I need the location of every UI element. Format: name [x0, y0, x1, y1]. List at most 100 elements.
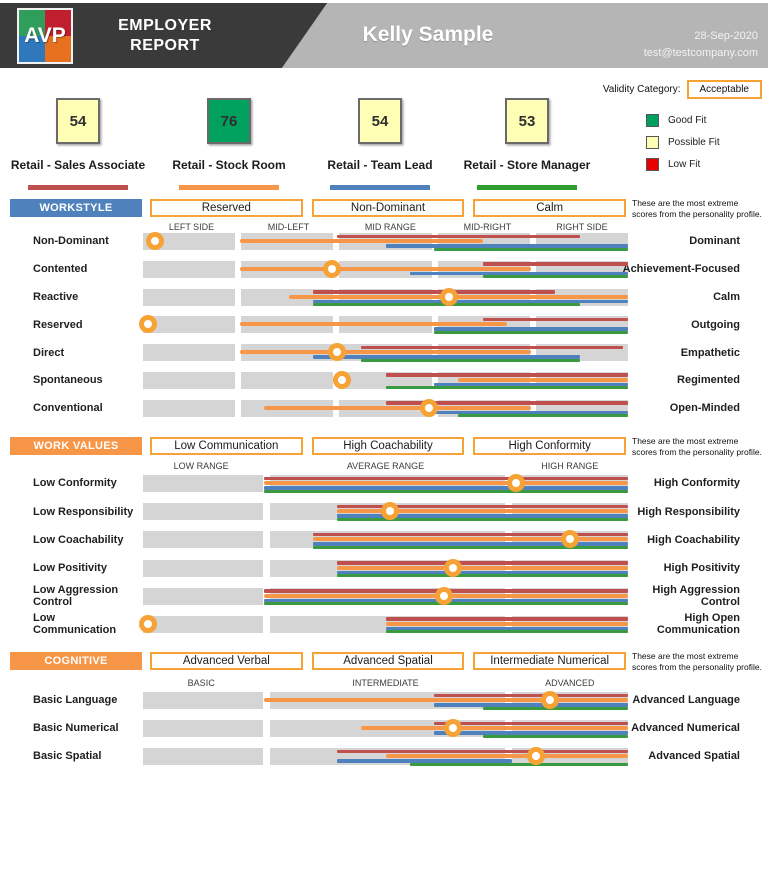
- profile-range-bar-green: [482, 706, 628, 710]
- avp-logo: AVP: [17, 8, 73, 64]
- candidate-score-marker: [381, 502, 400, 521]
- profile-range-bar-red: [482, 262, 628, 266]
- row-label-right: High Open Communication: [656, 612, 740, 637]
- profile-range-bar-blue: [337, 570, 628, 575]
- track-segment: [143, 371, 236, 389]
- extreme-score-chip: Calm: [473, 199, 627, 217]
- report-header: AVP EMPLOYER REPORT Kelly Sample 28-Sep-…: [0, 3, 768, 68]
- score-track: [138, 614, 628, 634]
- validity-category: Validity Category: Acceptable: [603, 80, 762, 99]
- score-track: [143, 232, 628, 251]
- profile-range-bar-orange: [240, 266, 531, 271]
- track-segment: [143, 475, 263, 492]
- profile-row: Contented Achievement-Focused: [0, 259, 768, 289]
- candidate-score-marker: [146, 232, 165, 250]
- job-fit-card: 76 Retail - Stock Room: [154, 98, 304, 190]
- profile-range-bar-blue: [312, 355, 580, 359]
- scale-label: MID-RIGHT: [463, 222, 512, 232]
- row-label-left: Basic Language: [33, 694, 118, 707]
- logo-quadrant-blue: [19, 36, 45, 62]
- profile-range-bar-red: [385, 617, 628, 621]
- candidate-score-marker: [420, 398, 439, 417]
- profile-range-bar-blue: [385, 244, 628, 248]
- profile-range-bar-green: [385, 386, 628, 390]
- row-label-left: Low Aggression Control: [33, 584, 119, 609]
- profile-row: Spontaneous Regimented: [0, 370, 768, 400]
- profile-range-bar-green: [361, 358, 580, 362]
- scale-label: LEFT SIDE: [168, 222, 215, 232]
- workstyle-panel: WORKSTYLE Reserved Non-Dominant Calm These a…: [0, 197, 768, 435]
- profile-range-bar-orange: [458, 377, 628, 382]
- scale-label: AVERAGE RANGE: [346, 461, 425, 471]
- candidate-name: Kelly Sample: [362, 23, 494, 46]
- job-title: Retail - Store Manager: [463, 158, 591, 173]
- profile-range-bar-orange: [240, 239, 483, 243]
- row-label-right: Outgoing: [691, 318, 740, 331]
- scale-labels: LEFT SIDE MID-LEFT MID RANGE MID-RIGHT RIGHT…: [143, 222, 628, 234]
- fit-score-box: 76: [207, 98, 251, 144]
- legend-item: Possible Fit: [646, 136, 720, 149]
- job-fit-card: 54 Retail - Sales Associate: [3, 98, 153, 190]
- scale-label: MID-LEFT: [267, 222, 310, 232]
- score-track: [143, 502, 628, 521]
- candidate-score-marker: [328, 343, 346, 362]
- profile-range-bar-red: [434, 721, 628, 725]
- row-label-left: Conventional: [33, 402, 103, 415]
- candidate-score-marker: [541, 691, 560, 709]
- job-color-underline: [477, 185, 577, 190]
- profile-range-bar-red: [337, 561, 628, 565]
- row-label-right: High Positivity: [663, 562, 740, 575]
- logo-quadrant-red: [45, 10, 71, 36]
- fit-legend: Good Fit Possible Fit Low Fit: [646, 114, 720, 180]
- row-label-left: Basic Spatial: [33, 750, 102, 763]
- cognitive-panel: COGNITIVE Advanced Verbal Advanced Spatial…: [0, 650, 768, 785]
- candidate-score-marker: [138, 614, 157, 633]
- scale-label: ADVANCED: [545, 678, 595, 688]
- row-label-right: Empathetic: [680, 346, 740, 359]
- profile-range-bar-red: [337, 234, 580, 238]
- report-date: 28-Sep-2020: [694, 30, 758, 42]
- track-segment: [143, 316, 236, 334]
- profile-range-bar-red: [482, 317, 628, 322]
- row-label-right: Achievement-Focused: [622, 263, 740, 276]
- profile-range-bar-green: [385, 630, 628, 634]
- scale-label: LOW RANGE: [173, 461, 229, 471]
- profile-range-bar-red: [312, 532, 628, 537]
- profile-range-bar-red: [337, 749, 628, 753]
- profile-range-bar-green: [434, 247, 628, 251]
- track-segment: [143, 344, 236, 362]
- row-label-right: High Coachability: [647, 533, 740, 546]
- profile-range-bar-blue: [434, 327, 628, 331]
- scale-label: INTERMEDIATE: [352, 678, 419, 688]
- row-label-right: High Responsibility: [637, 505, 740, 518]
- profile-range-bar-red: [361, 345, 624, 350]
- profile-row: Reserved Outgoing: [0, 315, 768, 344]
- section-note: These are the most extreme scores from t…: [632, 651, 762, 673]
- section-badge: WORKSTYLE: [10, 199, 142, 217]
- score-track: [143, 586, 628, 606]
- scale-label: RIGHT SIDE: [556, 222, 608, 232]
- candidate-score-marker: [439, 287, 458, 306]
- legend-label: Possible Fit: [668, 137, 720, 148]
- job-fit-card: 53 Retail - Store Manager: [452, 98, 602, 190]
- profile-range-bar-red: [385, 401, 628, 405]
- profile-range-bar-red: [312, 290, 556, 294]
- score-track: [143, 287, 628, 307]
- score-track: [143, 343, 628, 362]
- profile-range-bar-blue: [312, 542, 628, 546]
- profile-row: Basic Language Advanced Language: [0, 691, 768, 720]
- profile-row: Non-Dominant Dominant: [0, 232, 768, 261]
- profile-row: Low Coachability High Coachability: [0, 530, 768, 559]
- scale-labels: LOW RANGE AVERAGE RANGE HIGH RANGE: [143, 461, 628, 473]
- profile-range-bar-red: [385, 373, 628, 377]
- profile-range-bar-orange: [312, 537, 628, 542]
- extreme-score-chip: High Conformity: [473, 437, 627, 455]
- candidate-score-marker: [507, 474, 526, 492]
- extreme-score-chips: Advanced Verbal Advanced Spatial Intermedi…: [150, 652, 627, 670]
- score-track: [143, 558, 628, 578]
- track-segment: [143, 720, 263, 737]
- section-note: These are the most extreme scores from t…: [632, 436, 762, 458]
- profile-range-bar-blue: [337, 514, 628, 518]
- profile-range-bar-orange: [385, 621, 628, 626]
